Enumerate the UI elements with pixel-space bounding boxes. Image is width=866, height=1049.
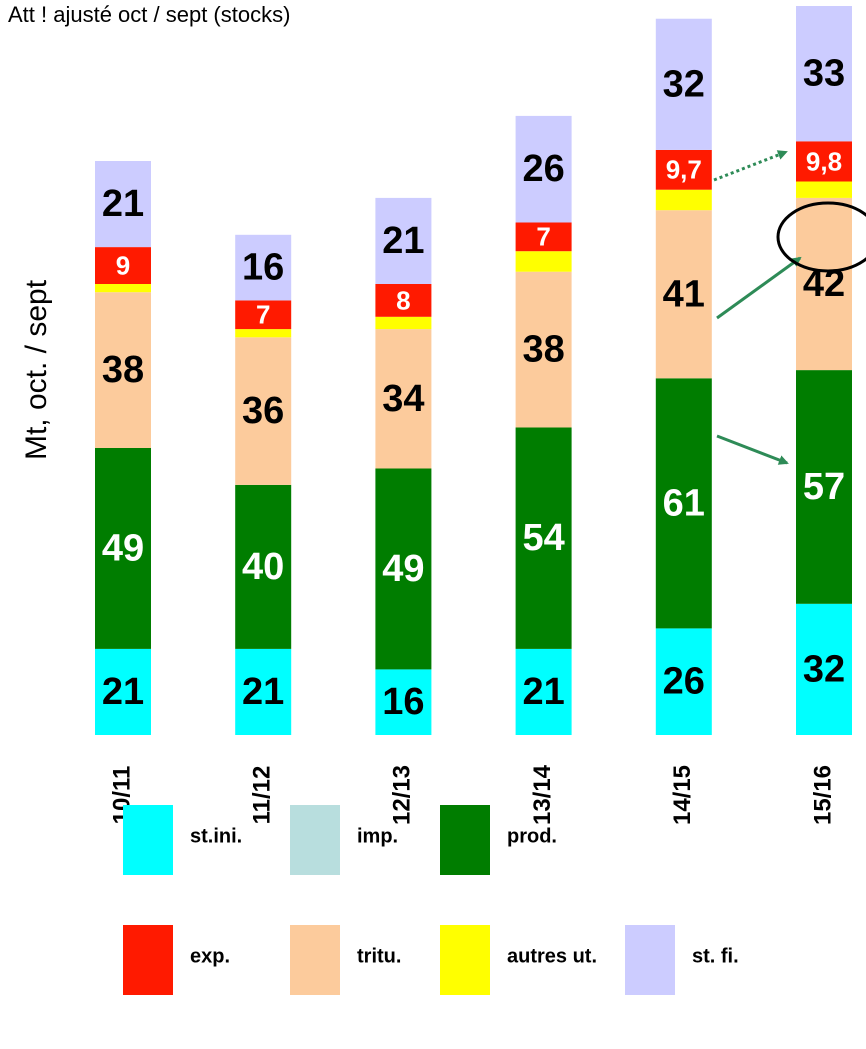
data-label: 21 [102, 183, 144, 225]
legend-swatch [440, 925, 490, 995]
bar-segment [655, 210, 712, 379]
data-label: 16 [382, 681, 424, 723]
bar-segment [796, 6, 852, 142]
bar-segment [655, 189, 712, 211]
data-label: 36 [242, 390, 284, 432]
legend-swatch [290, 805, 340, 875]
bar-segment [796, 370, 852, 604]
x-tick-label: 14/15 [669, 765, 696, 825]
data-label: 32 [803, 648, 845, 690]
bar-segment [235, 484, 292, 649]
bar-segment [95, 648, 151, 735]
legend-label: st. fi. [692, 945, 739, 967]
legend-swatch [123, 925, 173, 995]
x-tick-label: 12/13 [389, 765, 416, 825]
arrow [716, 434, 789, 465]
bar-segment [515, 251, 572, 272]
bar-segment [95, 247, 151, 284]
x-tick-label: 11/12 [249, 766, 276, 825]
data-label: 49 [102, 527, 144, 569]
legend-label: st.ini. [190, 825, 242, 847]
legend-label: autres ut. [507, 945, 597, 967]
data-label: 8 [396, 285, 410, 315]
bar-segment [235, 648, 292, 735]
bar-segment [375, 197, 432, 284]
data-label: 41 [663, 273, 705, 315]
bar-segment [796, 141, 852, 182]
data-label: 38 [102, 349, 144, 391]
bar-segment [95, 448, 151, 649]
bar-segment [796, 603, 852, 735]
legend-swatch [440, 805, 490, 875]
data-label: 7 [256, 300, 270, 330]
legend-swatch [123, 805, 173, 875]
legend-label: tritu. [357, 945, 401, 967]
legend-label: prod. [507, 825, 557, 847]
bar-segment [515, 648, 572, 735]
data-label: 21 [242, 671, 284, 713]
bar-segment [95, 292, 151, 448]
data-label: 34 [382, 378, 424, 420]
data-label: 21 [102, 671, 144, 713]
legend-label: exp. [190, 945, 230, 967]
legend-swatch [290, 925, 340, 995]
data-label: 21 [382, 220, 424, 262]
bar-segment [796, 181, 852, 198]
bar-segment [375, 329, 432, 469]
bar-segment [235, 234, 292, 301]
data-label: 40 [242, 546, 284, 588]
data-label: 54 [522, 517, 564, 559]
bar-segment [515, 427, 572, 649]
bar-segment [655, 18, 712, 150]
data-label: 9,8 [806, 146, 842, 176]
legend-label: imp. [357, 825, 398, 847]
arrow [716, 256, 802, 320]
x-tick-label: 13/14 [529, 764, 556, 825]
data-label: 16 [242, 247, 284, 289]
bar-segment [235, 329, 292, 338]
bar-segment [375, 284, 432, 317]
bar-segment [235, 337, 292, 485]
data-label: 9 [116, 250, 130, 280]
bar-segment [515, 115, 572, 223]
arrow [713, 150, 788, 182]
data-label: 7 [536, 222, 550, 252]
data-label: 33 [803, 53, 845, 95]
chart-title: Att ! ajusté oct / sept (stocks) [8, 2, 290, 27]
bar-segment [515, 271, 572, 428]
data-label: 49 [382, 548, 424, 590]
bar-segment [796, 197, 852, 371]
data-label: 32 [663, 63, 705, 105]
bar-segment [375, 669, 432, 735]
bar-segment [655, 378, 712, 629]
bar-segment [375, 468, 432, 670]
data-label: 21 [522, 671, 564, 713]
data-label: 61 [663, 482, 705, 524]
bar-segment [655, 149, 712, 190]
highlight-circle [776, 201, 866, 273]
x-tick-label: 15/16 [809, 765, 836, 825]
bar-segment [95, 284, 151, 293]
bar-segment [655, 628, 712, 735]
y-axis-label: Mt, oct. / sept [20, 279, 53, 460]
bar-segment [515, 222, 572, 252]
data-label: 38 [522, 329, 564, 371]
data-label: 26 [663, 661, 705, 703]
legend-swatch [625, 925, 675, 995]
bar-segment [235, 300, 292, 330]
data-label: 57 [803, 466, 845, 508]
bar-segment [95, 161, 151, 248]
bar-segment [375, 316, 432, 330]
data-label: 26 [522, 148, 564, 190]
data-label: 9,7 [666, 155, 702, 185]
